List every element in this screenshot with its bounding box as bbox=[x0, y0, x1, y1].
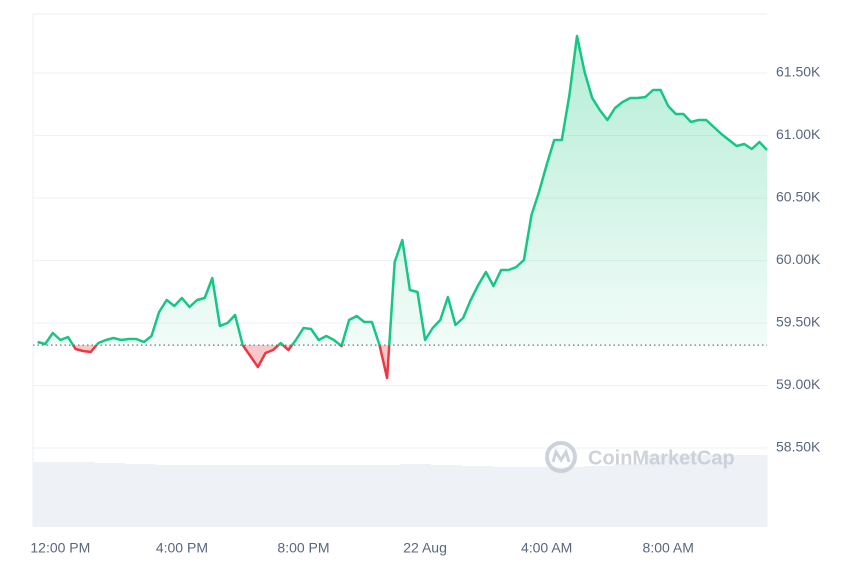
volume-bar bbox=[277, 465, 309, 527]
volume-bar bbox=[705, 455, 737, 527]
watermark-logo bbox=[551, 448, 571, 463]
x-tick-label: 8:00 AM bbox=[643, 540, 694, 556]
volume-bar bbox=[400, 464, 432, 527]
volume-bar bbox=[736, 455, 768, 527]
y-tick-label: 58.50K bbox=[776, 439, 821, 455]
watermark-text: CoinMarketCap bbox=[588, 447, 735, 469]
x-tick-label: 4:00 PM bbox=[156, 540, 208, 556]
volume-bar bbox=[369, 465, 401, 527]
volume-bar bbox=[675, 455, 707, 527]
x-tick-label: 12:00 PM bbox=[30, 540, 90, 556]
volume-bar bbox=[461, 466, 493, 527]
y-tick-label: 61.50K bbox=[776, 64, 821, 80]
price-line-up bbox=[37, 34, 768, 346]
volume-bar bbox=[247, 465, 279, 527]
volume-bar bbox=[185, 465, 217, 527]
volume-bar bbox=[644, 455, 676, 527]
watermark: CoinMarketCap bbox=[545, 441, 735, 473]
volume-bar bbox=[430, 465, 462, 527]
watermark-logo bbox=[545, 441, 577, 473]
volume-bar bbox=[33, 462, 65, 527]
volume-bar bbox=[63, 462, 95, 527]
volume-bar bbox=[124, 464, 156, 527]
area-up bbox=[37, 36, 767, 346]
volume-bar bbox=[552, 467, 584, 527]
x-tick-label: 22 Aug bbox=[403, 540, 447, 556]
x-tick-label: 8:00 PM bbox=[277, 540, 329, 556]
volume-bar bbox=[491, 467, 523, 527]
y-tick-label: 61.00K bbox=[776, 126, 821, 142]
volume-bar bbox=[308, 465, 340, 527]
volume-bar bbox=[522, 467, 554, 527]
volume-bar bbox=[614, 464, 646, 527]
volume-bar bbox=[155, 465, 187, 527]
volume-bar bbox=[583, 466, 615, 527]
y-tick-label: 59.00K bbox=[776, 376, 821, 392]
volume-bar bbox=[94, 463, 126, 527]
volume-bar bbox=[338, 465, 370, 527]
volume-bar bbox=[216, 465, 248, 527]
y-tick-label: 59.50K bbox=[776, 314, 821, 330]
y-tick-label: 60.00K bbox=[776, 251, 821, 267]
x-tick-label: 4:00 AM bbox=[521, 540, 572, 556]
y-tick-label: 60.50K bbox=[776, 189, 821, 205]
